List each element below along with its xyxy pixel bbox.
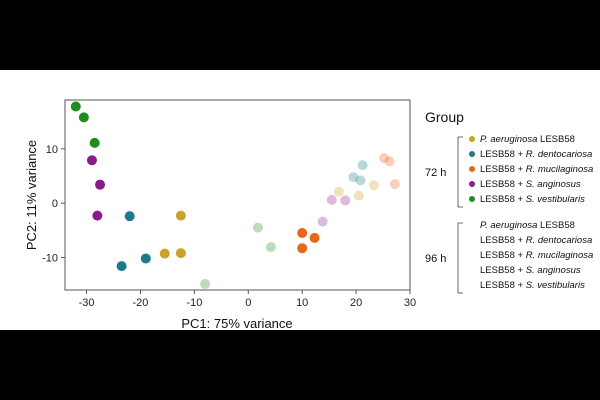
legend-entry: LESB58 + S. vestibularis — [480, 280, 585, 291]
data-point — [124, 211, 135, 222]
data-point — [140, 253, 151, 264]
data-point — [175, 248, 186, 259]
x-tick-label: -30 — [79, 297, 95, 309]
legend-species-italic: R. mucilaginosa — [526, 164, 594, 175]
pca-scatter-chart: -30 -20 -10 0 10 20 30 -10 0 10 PC1: 75% varianc… — [24, 99, 593, 330]
legend: Group 72 h P. aeruginosa LESB58 LESB58 + R… — [425, 109, 593, 294]
legend-species-plain: LESB58 + — [480, 179, 526, 190]
y-tick-label: 0 — [52, 198, 58, 210]
data-point — [368, 180, 379, 191]
data-point — [309, 232, 320, 243]
legend-swatch — [469, 136, 475, 142]
y-axis-label: PC2: 11% variance — [24, 140, 39, 250]
x-axis-label: PC1: 75% variance — [181, 316, 292, 330]
x-tick-label: 20 — [350, 297, 362, 309]
legend-entry: P. aeruginosa LESB58 — [480, 134, 575, 145]
data-point — [92, 210, 103, 221]
data-point — [89, 137, 100, 148]
y-tick-label: -10 — [42, 252, 58, 264]
legend-entry: LESB58 + R. mucilaginosa — [480, 164, 593, 175]
x-tick-label: 0 — [245, 297, 251, 309]
data-point — [348, 172, 359, 183]
y-tick-label: 10 — [46, 144, 58, 156]
data-point — [355, 175, 366, 186]
legend-species-italic: S. anginosus — [526, 179, 581, 190]
legend-species-plain: LESB58 + — [480, 164, 526, 175]
legend-groups: 72 h P. aeruginosa LESB58 LESB58 + R. dent… — [425, 134, 593, 294]
legend-bracket — [457, 222, 463, 294]
data-point — [333, 186, 344, 197]
legend-time-label: 96 h — [425, 253, 446, 265]
plot-frame — [64, 99, 411, 291]
legend-species-plain: LESB58 + — [480, 194, 526, 205]
data-point — [116, 261, 127, 272]
legend-entry: LESB58 + R. dentocariosa — [480, 149, 592, 160]
legend-species-italic: P. aeruginosa — [480, 220, 537, 231]
legend-species-plain: LESB58 + — [480, 280, 526, 291]
data-point — [340, 195, 351, 206]
legend-species-italic: P. aeruginosa — [480, 134, 537, 145]
figure-panel: -30 -20 -10 0 10 20 30 -10 0 10 PC1: 75% varianc… — [0, 70, 600, 330]
data-point — [297, 243, 308, 254]
legend-species-plain: LESB58 + — [480, 265, 526, 276]
legend-species-plain: LESB58 + — [480, 235, 526, 246]
legend-group: 72 h P. aeruginosa LESB58 LESB58 + R. dent… — [425, 134, 593, 208]
legend-species-plain: LESB58 — [537, 220, 575, 231]
legend-bracket — [457, 136, 463, 208]
legend-group: 96 h P. aeruginosa LESB58 LESB58 + R. dent… — [425, 220, 593, 294]
legend-entry: LESB58 + R. dentocariosa — [480, 235, 592, 246]
legend-entry: LESB58 + S. vestibularis — [480, 194, 585, 205]
data-point — [200, 279, 211, 290]
data-point — [70, 101, 81, 112]
legend-entry: P. aeruginosa LESB58 — [480, 220, 575, 231]
legend-time-label: 72 h — [425, 167, 446, 179]
data-point — [86, 155, 97, 166]
legend-species-italic: S. anginosus — [526, 265, 581, 276]
legend-title: Group — [425, 109, 464, 125]
data-point — [379, 153, 390, 164]
data-point — [317, 216, 328, 227]
legend-species-plain: LESB58 + — [480, 149, 526, 160]
data-point — [265, 242, 276, 253]
data-point — [252, 222, 263, 233]
legend-entry: LESB58 + S. anginosus — [480, 265, 581, 276]
legend-species-italic: S. vestibularis — [526, 280, 585, 291]
legend-swatch — [469, 151, 475, 157]
legend-entry: LESB58 + R. mucilaginosa — [480, 250, 593, 261]
data-point — [78, 112, 89, 123]
data-point — [297, 228, 308, 238]
y-axis: -10 0 10 — [42, 144, 65, 264]
legend-species-italic: R. dentocariosa — [526, 149, 593, 160]
legend-swatch — [469, 181, 475, 187]
x-tick-label: -10 — [186, 297, 202, 309]
data-point — [357, 160, 368, 171]
data-point — [159, 248, 170, 259]
x-tick-label: 10 — [296, 297, 308, 309]
legend-swatch — [469, 166, 475, 172]
data-points — [70, 101, 400, 290]
data-point — [95, 179, 106, 190]
data-point — [389, 179, 400, 190]
legend-species-plain: LESB58 + — [480, 250, 526, 261]
legend-species-italic: S. vestibularis — [526, 194, 585, 205]
legend-species-italic: R. dentocariosa — [526, 235, 593, 246]
legend-swatch — [469, 196, 475, 202]
x-tick-label: 30 — [404, 297, 416, 309]
legend-species-plain: LESB58 — [537, 134, 575, 145]
data-point — [384, 156, 395, 167]
data-point — [326, 194, 337, 205]
legend-entry: LESB58 + S. anginosus — [480, 179, 581, 190]
legend-species-italic: R. mucilaginosa — [526, 250, 594, 261]
x-axis: -30 -20 -10 0 10 20 30 — [79, 290, 416, 309]
data-point — [353, 190, 364, 201]
x-tick-label: -20 — [133, 297, 149, 309]
data-point — [175, 210, 186, 221]
